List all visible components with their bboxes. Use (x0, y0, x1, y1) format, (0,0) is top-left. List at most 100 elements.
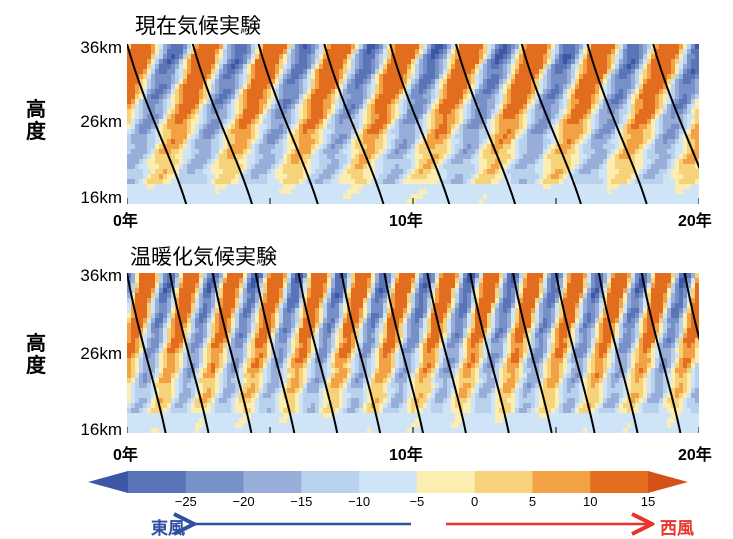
heatmap-cell (159, 69, 164, 75)
heatmap-cell (407, 154, 412, 160)
heatmap-cell (295, 54, 300, 60)
heatmap-cell (311, 59, 316, 65)
heatmap-cell (199, 49, 204, 55)
heatmap-cell (303, 84, 308, 90)
heatmap-cell (383, 89, 388, 95)
heatmap-cell (491, 109, 496, 115)
heatmap-cell (335, 124, 340, 130)
heatmap-cell (551, 54, 556, 60)
heatmap-cell (567, 84, 572, 90)
heatmap-cell (691, 99, 696, 105)
heatmap-cell (307, 104, 312, 110)
heatmap-cell (323, 94, 328, 100)
heatmap-cell (187, 99, 192, 105)
heatmap-cell (579, 119, 584, 125)
heatmap-cell (507, 109, 512, 115)
heatmap-cell (459, 99, 464, 105)
heatmap-cell (211, 159, 216, 165)
heatmap-cell (463, 194, 468, 200)
heatmap-cell (131, 164, 136, 170)
heatmap-cell (467, 119, 472, 125)
heatmap-cell (503, 278, 508, 284)
heatmap-cell (471, 194, 476, 200)
heatmap-cell (147, 149, 152, 155)
heatmap-cell (175, 74, 180, 80)
heatmap-cell (583, 189, 588, 195)
heatmap-cell (587, 74, 592, 80)
heatmap-cell (567, 273, 572, 279)
heatmap-cell (407, 199, 412, 204)
heatmap-cell (559, 159, 564, 165)
heatmap-cell (275, 59, 280, 65)
heatmap-cell (619, 89, 624, 95)
heatmap-cell (275, 114, 280, 120)
heatmap-cell (563, 119, 568, 125)
heatmap-cell (171, 54, 176, 60)
heatmap-cell (271, 124, 276, 130)
heatmap-cell (395, 129, 400, 135)
heatmap-cell (695, 114, 699, 120)
heatmap-cell (559, 84, 564, 90)
heatmap-cell (555, 109, 560, 115)
heatmap-cell (267, 139, 272, 145)
heatmap-cell (231, 174, 236, 180)
heatmap-cell (231, 99, 236, 105)
heatmap-cell (679, 154, 684, 160)
heatmap-cell (679, 174, 684, 180)
heatmap-cell (355, 54, 360, 60)
heatmap-cell (319, 124, 324, 130)
heatmap-cell (399, 169, 404, 175)
heatmap-cell (615, 144, 620, 150)
heatmap-cell (543, 278, 548, 284)
heatmap-cell (599, 99, 604, 105)
heatmap-cell (551, 119, 556, 125)
heatmap-cell (559, 194, 564, 200)
heatmap-cell (511, 79, 516, 85)
heatmap-cell (143, 134, 148, 140)
heatmap-cell (327, 278, 332, 284)
heatmap-cell (131, 49, 136, 55)
heatmap-cell (287, 164, 292, 170)
heatmap-cell (611, 49, 616, 55)
heatmap-cell (679, 134, 684, 140)
heatmap-cell (395, 79, 400, 85)
heatmap-cell (359, 124, 364, 130)
heatmap-cell (211, 194, 216, 200)
heatmap-cell (451, 74, 456, 80)
heatmap-cell (551, 199, 556, 204)
heatmap-cell (211, 84, 216, 90)
heatmap-cell (675, 164, 680, 170)
heatmap-cell (139, 159, 144, 165)
heatmap-cell (423, 283, 428, 289)
heatmap-cell (619, 79, 624, 85)
heatmap-cell (159, 94, 164, 100)
heatmap-cell (531, 59, 536, 65)
heatmap-cell (379, 89, 384, 95)
heatmap-cell (319, 194, 324, 200)
heatmap-cell (687, 278, 692, 284)
heatmap-cell (367, 104, 372, 110)
heatmap-cell (483, 144, 488, 150)
heatmap-cell (515, 139, 520, 145)
heatmap-cell (311, 273, 316, 279)
heatmap-cell (203, 283, 208, 289)
heatmap-cell (363, 129, 368, 135)
heatmap-cell (475, 174, 480, 180)
heatmap-cell (391, 99, 396, 105)
heatmap-cell (443, 79, 448, 85)
heatmap-cell (131, 44, 136, 50)
heatmap-cell (423, 154, 428, 160)
heatmap-cell (251, 49, 256, 55)
heatmap-cell (251, 79, 256, 85)
heatmap-cell (659, 94, 664, 100)
heatmap-cell (499, 94, 504, 100)
heatmap-cell (171, 179, 176, 185)
heatmap-cell (355, 94, 360, 100)
heatmap-cell (571, 169, 576, 175)
heatmap-cell (467, 174, 472, 180)
heatmap-cell (615, 64, 620, 70)
heatmap-cell (411, 164, 416, 170)
heatmap-cell (207, 164, 212, 170)
heatmap-cell (691, 54, 696, 60)
heatmap-cell (303, 134, 308, 140)
